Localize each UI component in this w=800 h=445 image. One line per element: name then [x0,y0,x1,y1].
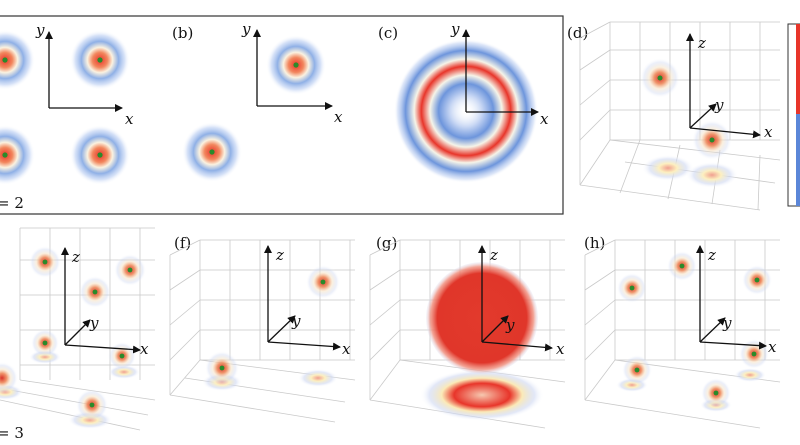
colorbar-red [796,24,800,114]
center-dot [629,285,635,291]
x-axis-label: x [334,108,343,126]
panel-label: (f) [174,234,191,252]
panel-b: (b) y x [172,20,343,182]
center-dot [657,75,663,81]
center-dot [2,152,8,158]
panel-label: (b) [172,24,193,42]
blob [0,125,35,185]
shadow [686,162,738,188]
panel-h: (h) z x y [584,234,781,429]
x-axis [267,341,341,351]
panel-e: z x y = 3 [0,227,156,442]
panel-d: (d) z x y [567,21,781,211]
y-axis [64,319,91,346]
center-dot [42,259,48,265]
panel-a: y x = 2 [0,21,134,212]
x-axis [64,344,141,354]
x-axis-label: x [768,338,777,356]
center-dot [293,62,299,68]
center-dot [751,351,757,357]
shadow [642,155,694,181]
panel-label: (c) [378,24,398,42]
y-axis-label: y [291,312,301,330]
center-dot [754,277,760,283]
center-dot [97,57,103,63]
z-axis-label: z [489,246,498,264]
grid-box [579,21,781,211]
x-axis-label: x [140,340,149,358]
x-axis-label: x [125,110,134,128]
center-dot [679,263,685,269]
y-axis-label: y [714,96,724,114]
x-axis-label: x [342,340,351,358]
z-axis-label: z [697,34,706,52]
center-dot [42,340,48,346]
blob [0,362,18,394]
y-axis-label: y [722,314,732,332]
center-dot [709,137,715,143]
center-dot [219,365,225,371]
x-axis-label: x [556,340,565,358]
panel-label: (g) [376,234,397,252]
center-dot [92,289,98,295]
dimension-label: = 2 [0,194,24,212]
z-axis-label: z [707,246,716,264]
y-axis-label: y [505,316,515,334]
center-dot [320,279,326,285]
panel-g: (g) z x y [369,234,566,429]
y-axis-label: y [241,20,251,38]
center-dot [97,152,103,158]
center-dot [127,267,133,273]
x-axis [699,341,767,350]
y-axis-label: y [450,20,460,38]
panel-f: (f) z x y [169,234,356,423]
shadow [420,369,544,421]
center-dot [634,367,640,373]
shadow [298,369,338,387]
center-dot [713,390,719,396]
z-axis-label: z [275,246,284,264]
panel-c: (c) y x [378,20,549,183]
x-axis-label: x [764,123,773,141]
y-axis-label: y [35,21,45,39]
z-axis-label: z [71,248,80,266]
center-dot [89,402,95,408]
x-axis [689,127,761,139]
blob [0,30,35,90]
center-dot [119,353,125,359]
center-dot [209,149,215,155]
y-axis [267,315,296,343]
y-axis-label: y [89,314,99,332]
center-dot [2,57,8,63]
top-frame [0,15,564,215]
panel-label: (d) [567,24,588,42]
x-axis-label: x [540,110,549,128]
colorbar-blue [796,114,800,206]
shadow [734,368,766,382]
x-axis [481,341,553,352]
dimension-label: = 3 [0,424,24,442]
y-axis [689,103,717,129]
y-axis [481,315,509,343]
y-axis [699,317,726,343]
panel-label: (h) [584,234,605,252]
